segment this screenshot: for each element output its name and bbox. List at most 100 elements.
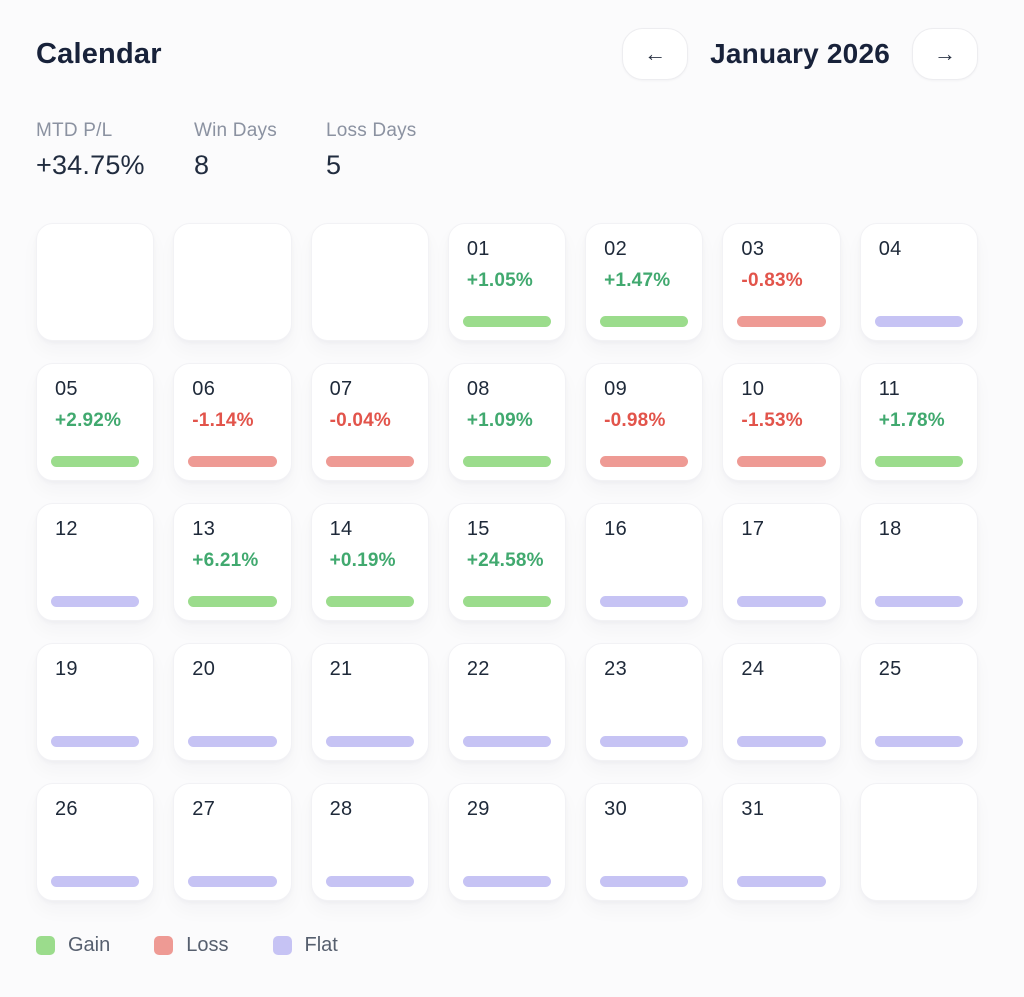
- header: Calendar ← January 2026 →: [36, 28, 978, 80]
- day-cell-17[interactable]: 17: [722, 503, 841, 621]
- day-cell-27[interactable]: 27: [173, 783, 292, 901]
- day-number: 08: [466, 378, 490, 400]
- day-pnl-value: -0.98%: [604, 410, 666, 431]
- gain-status-bar: [874, 456, 963, 467]
- day-number: 23: [604, 658, 627, 680]
- day-cell-12[interactable]: 12: [36, 503, 155, 621]
- day-cell-25[interactable]: 25: [859, 643, 978, 761]
- gain-swatch-icon: [36, 936, 55, 955]
- day-cell-21[interactable]: 21: [310, 643, 429, 761]
- flat-status-bar: [874, 736, 963, 747]
- day-cell-29[interactable]: 29: [447, 783, 567, 901]
- day-number: 13: [192, 518, 216, 540]
- day-cell-09[interactable]: 09 -0.98%: [585, 363, 704, 481]
- arrow-left-icon: ←: [644, 41, 667, 66]
- day-number: 14: [329, 518, 353, 540]
- day-number: 04: [878, 238, 902, 260]
- gain-status-bar: [462, 596, 552, 607]
- day-pnl-value: +24.58%: [466, 550, 544, 571]
- day-cell-20[interactable]: 20: [173, 643, 292, 761]
- day-cell-15[interactable]: 15 +24.58%: [447, 503, 567, 621]
- day-cell-01[interactable]: 01 +1.05%: [447, 223, 567, 341]
- legend-label: Gain: [68, 934, 111, 956]
- gain-status-bar: [51, 456, 140, 467]
- day-cell-28[interactable]: 28: [310, 783, 429, 901]
- day-cell-06[interactable]: 06 -1.14%: [173, 363, 292, 481]
- flat-status-bar: [462, 736, 552, 747]
- day-cell-18[interactable]: 18: [859, 503, 978, 621]
- day-number: 09: [604, 378, 627, 400]
- flat-status-bar: [51, 876, 140, 887]
- flat-status-bar: [874, 596, 963, 607]
- flat-status-bar: [600, 736, 689, 747]
- stat-label: Win Days: [194, 120, 277, 141]
- empty-cell: [859, 783, 978, 901]
- day-number: 18: [878, 518, 902, 540]
- day-number: 31: [741, 798, 765, 820]
- day-cell-07[interactable]: 07 -0.04%: [310, 363, 429, 481]
- day-pnl-value: -0.04%: [329, 410, 391, 431]
- prev-month-button[interactable]: ←: [622, 28, 689, 80]
- day-cell-24[interactable]: 24: [722, 643, 841, 761]
- day-pnl-value: +2.92%: [55, 410, 122, 431]
- flat-status-bar: [51, 596, 140, 607]
- day-cell-26[interactable]: 26: [36, 783, 155, 901]
- arrow-right-icon: →: [934, 41, 956, 66]
- day-pnl-value: +1.09%: [466, 410, 534, 431]
- day-cell-30[interactable]: 30: [585, 783, 704, 901]
- day-number: 17: [741, 518, 765, 540]
- day-cell-04[interactable]: 04: [859, 223, 978, 341]
- stat-value: 5: [326, 150, 342, 180]
- day-number: 15: [466, 518, 490, 540]
- stat-win-days: Win Days 8: [194, 120, 326, 181]
- day-pnl-value: +6.21%: [192, 550, 259, 571]
- gain-status-bar: [462, 316, 552, 327]
- day-cell-02[interactable]: 02 +1.47%: [585, 223, 704, 341]
- legend-item-loss: Loss: [154, 934, 229, 957]
- loss-status-bar: [737, 316, 826, 327]
- day-cell-22[interactable]: 22: [447, 643, 567, 761]
- day-number: 16: [604, 518, 627, 540]
- day-number: 20: [192, 658, 216, 680]
- flat-status-bar: [325, 876, 414, 887]
- stat-value: +34.75%: [36, 150, 145, 180]
- empty-cell: [36, 223, 155, 341]
- stat-label: MTD P/L: [36, 120, 113, 141]
- day-cell-10[interactable]: 10 -1.53%: [722, 363, 841, 481]
- day-number: 11: [878, 378, 901, 400]
- calendar-grid: 01 +1.05% 02 +1.47% 03 -0.83% 04 05 +2.92% 06 -1.1…: [36, 223, 978, 901]
- next-month-button[interactable]: →: [912, 28, 978, 80]
- gain-status-bar: [462, 456, 552, 467]
- day-number: 03: [741, 238, 765, 260]
- flat-status-bar: [737, 876, 826, 887]
- day-cell-19[interactable]: 19: [36, 643, 155, 761]
- flat-status-bar: [188, 876, 277, 887]
- loss-status-bar: [737, 456, 826, 467]
- day-pnl-value: +1.78%: [878, 410, 945, 431]
- loss-status-bar: [600, 456, 689, 467]
- legend: Gain Loss Flat: [36, 934, 978, 957]
- day-cell-14[interactable]: 14 +0.19%: [310, 503, 429, 621]
- day-number: 05: [55, 378, 78, 400]
- stat-value: 8: [194, 150, 210, 180]
- flat-status-bar: [874, 316, 963, 327]
- day-cell-08[interactable]: 08 +1.09%: [447, 363, 567, 481]
- day-number: 12: [55, 518, 78, 540]
- flat-status-bar: [51, 736, 140, 747]
- day-cell-03[interactable]: 03 -0.83%: [722, 223, 841, 341]
- day-cell-23[interactable]: 23: [585, 643, 704, 761]
- day-pnl-value: -1.14%: [192, 410, 254, 431]
- day-pnl-value: -0.83%: [741, 270, 803, 291]
- day-number: 10: [741, 378, 765, 400]
- stat-loss-days: Loss Days 5: [326, 120, 458, 181]
- loss-status-bar: [325, 456, 414, 467]
- day-cell-05[interactable]: 05 +2.92%: [36, 363, 155, 481]
- day-cell-16[interactable]: 16: [585, 503, 704, 621]
- day-pnl-value: +1.05%: [466, 270, 534, 291]
- month-navigation: ← January 2026 →: [622, 28, 978, 80]
- day-cell-13[interactable]: 13 +6.21%: [173, 503, 292, 621]
- day-number: 28: [329, 798, 353, 820]
- day-cell-11[interactable]: 11 +1.78%: [859, 363, 978, 481]
- day-number: 24: [741, 658, 765, 680]
- day-cell-31[interactable]: 31: [722, 783, 841, 901]
